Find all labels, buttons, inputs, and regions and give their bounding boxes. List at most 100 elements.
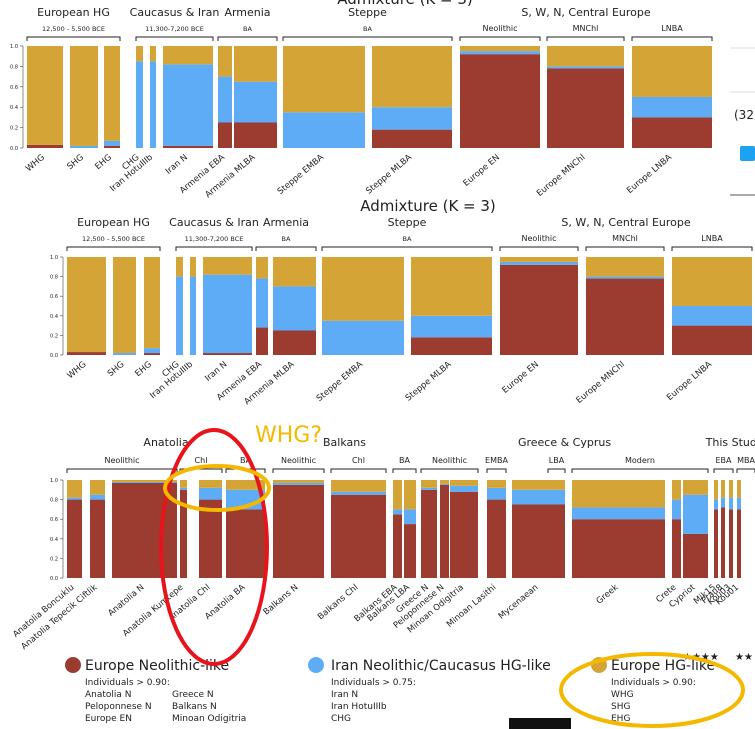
group-bracket <box>499 246 579 251</box>
population-label: EHG <box>93 153 113 172</box>
admixture-bar <box>90 499 105 578</box>
admixture-bar <box>572 480 665 508</box>
admixture-bar <box>683 480 708 495</box>
legend-item: WHG <box>611 690 634 700</box>
admixture-bar <box>632 117 712 148</box>
group-bracket <box>547 468 566 473</box>
admixture-bar <box>586 278 664 355</box>
admixture-bar <box>203 353 252 355</box>
admixture-bar <box>150 46 156 62</box>
admixture-bar <box>714 509 718 578</box>
admixture-bar <box>180 487 187 490</box>
y-tick-label: 0.0 <box>50 576 58 582</box>
y-tick-label: 0.8 <box>50 498 58 504</box>
admixture-bar <box>460 46 540 52</box>
stars: ★★★★ <box>683 652 719 663</box>
admixture-bar <box>70 46 98 146</box>
admixture-bar <box>512 489 565 505</box>
admixture-bar <box>218 76 232 123</box>
population-label: Iran N <box>164 153 190 177</box>
chart-title: Admixture (K = 3) <box>337 0 473 8</box>
y-tick-label: 0.6 <box>10 85 18 91</box>
group-sublabel: MNChl <box>573 24 599 33</box>
admixture-bar <box>450 480 478 486</box>
legend-item: Greece N <box>172 690 214 700</box>
population-label: Steppe EMBA <box>276 153 326 197</box>
legend-swatch <box>65 657 81 673</box>
group-sublabel: BA <box>243 25 252 33</box>
admixture-bar <box>737 497 741 510</box>
admixture-bar <box>144 348 160 354</box>
legend-threshold: Individuals > 0.75: <box>331 678 416 688</box>
group-label: This Study <box>705 436 755 449</box>
admixture-bar <box>672 306 752 326</box>
admixture-bar <box>683 494 708 534</box>
admixture-bar <box>586 276 664 279</box>
group-sublabel: LNBA <box>661 24 683 33</box>
group-label: Caucasus & Iran <box>169 216 259 229</box>
admixture-bar <box>547 46 624 67</box>
legend-item: Peloponnese N <box>85 702 152 712</box>
admixture-bar <box>411 257 492 316</box>
group-sublabel: 11,300-7,200 BCE <box>145 25 204 33</box>
legend-label: Europe HG-like <box>611 658 715 674</box>
legend-item: Anatolia N <box>85 690 132 700</box>
admixture-bar <box>421 489 437 578</box>
group-label: Caucasus & Iran <box>130 6 220 19</box>
group-bracket <box>736 468 755 473</box>
admixture-bar <box>234 46 277 82</box>
admixture-bar <box>450 485 478 492</box>
admixture-bar <box>104 145 120 148</box>
admixture-bar <box>721 497 725 508</box>
admixture-bar <box>136 46 143 62</box>
group-sublabel: MNChl <box>612 234 638 243</box>
legend-swatch <box>308 657 324 673</box>
group-sublabel: Chl <box>195 456 208 465</box>
admixture-bar <box>714 499 718 510</box>
admixture-bar <box>273 257 316 287</box>
admixture-bar <box>500 257 578 262</box>
admixture-bar <box>112 480 177 482</box>
group-sublabel: BA <box>240 456 251 465</box>
admixture-bar <box>672 325 752 355</box>
group-sublabel: LBA <box>549 456 565 465</box>
admixture-bar <box>199 499 222 578</box>
admixture-bar <box>547 66 624 69</box>
admixture-bar <box>683 533 708 578</box>
group-bracket <box>631 36 713 41</box>
admixture-bar <box>487 499 506 578</box>
legend-item: Iran N <box>331 690 358 700</box>
group-bracket <box>330 468 387 473</box>
y-tick-label: 0.6 <box>50 294 58 300</box>
admixture-bar <box>136 61 143 148</box>
group-sublabel: 12,500 - 5,500 BCE <box>82 235 145 243</box>
population-label: Steppe MLBA <box>364 153 414 197</box>
admixture-bar <box>737 480 741 498</box>
admixture-bar <box>27 144 63 148</box>
admixture-bar <box>512 504 565 578</box>
admixture-bar <box>218 46 232 77</box>
highlight-ring <box>159 428 269 666</box>
admixture-bar <box>714 480 718 500</box>
group-sublabel: Chl <box>352 456 365 465</box>
admixture-bar <box>203 257 252 275</box>
group-bracket <box>282 36 453 41</box>
admixture-bar <box>256 327 268 355</box>
admixture-bar <box>256 278 268 328</box>
admixture-bar <box>572 519 665 578</box>
group-sublabel: 12,500 - 5,500 BCE <box>42 25 105 33</box>
admixture-bar <box>721 507 725 578</box>
group-bracket <box>26 36 121 41</box>
admixture-bar <box>404 524 416 578</box>
group-label: Armenia <box>224 6 270 19</box>
chart-title: Admixture (K = 3) <box>360 197 496 215</box>
admixture-bar <box>393 514 402 578</box>
admixture-bar <box>331 491 386 495</box>
stars: ★★ <box>735 652 753 663</box>
group-bracket <box>135 36 214 41</box>
highlight-ring <box>163 464 271 512</box>
group-bracket <box>255 246 317 251</box>
group-label: S, W, N, Central Europe <box>521 6 651 19</box>
twitter-button[interactable] <box>740 146 755 161</box>
admixture-bar <box>672 519 681 578</box>
